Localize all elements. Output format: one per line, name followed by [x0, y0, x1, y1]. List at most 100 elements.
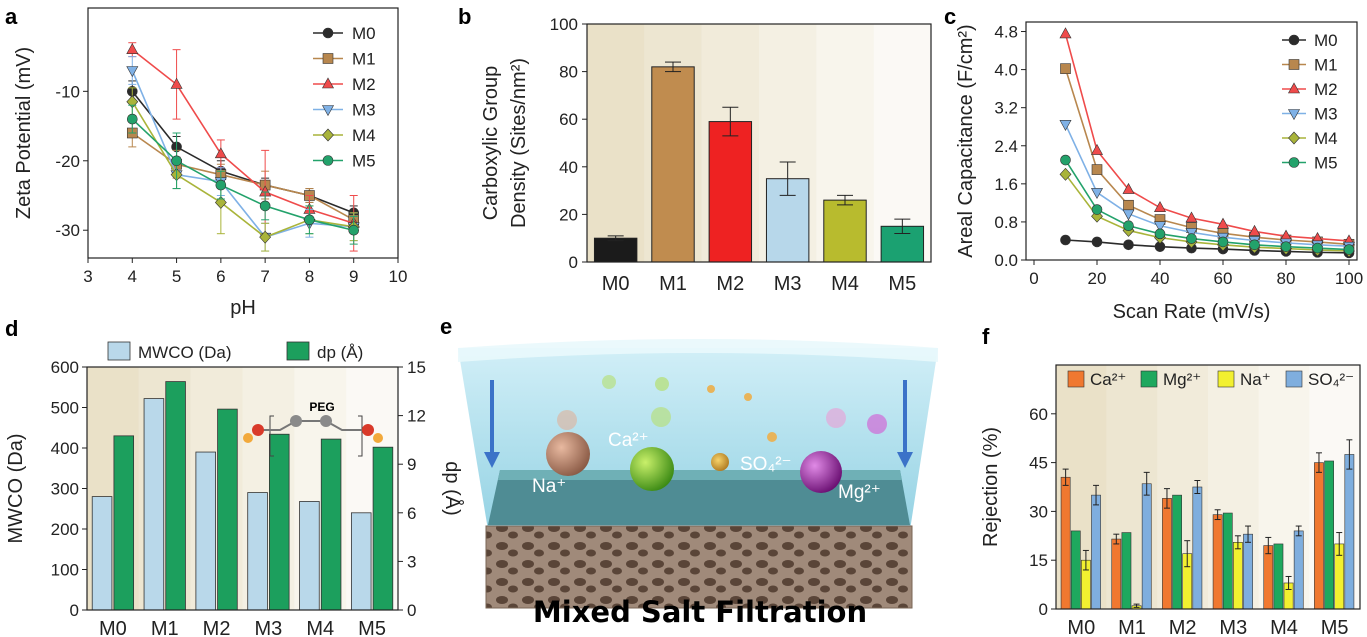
hydrogen-atom — [243, 433, 253, 443]
y-tick-label: 200 — [51, 520, 79, 539]
legend-label: M0 — [352, 24, 376, 43]
data-point-M5 — [348, 224, 360, 236]
series-line-M1 — [1064, 68, 1350, 246]
x-tick-label: 10 — [389, 267, 408, 286]
x-tick-label: M0 — [602, 273, 630, 295]
bar-mwco-M1 — [143, 398, 165, 611]
legend-swatch — [1217, 370, 1235, 388]
mg-ion-sphere — [800, 451, 842, 493]
bar-mwco-M4 — [299, 501, 320, 611]
peg-label: PEG — [309, 400, 334, 414]
data-point-M2 — [1185, 211, 1198, 223]
y-tick-label: 0 — [70, 601, 79, 620]
y-tick-label: 300 — [51, 480, 79, 499]
y-tick-label: 0 — [569, 253, 578, 272]
y-tick-label: 45 — [1029, 454, 1048, 473]
legend-label: M2 — [352, 75, 376, 94]
bar-M4-0 — [1263, 545, 1274, 610]
ion-bubble — [557, 410, 577, 430]
data-point-M5 — [1091, 204, 1103, 215]
legend-marker — [1288, 131, 1300, 145]
data-point-M0 — [1123, 239, 1134, 251]
y2-tick-label: 3 — [407, 552, 416, 571]
data-point-M3 — [1090, 188, 1104, 200]
y-axis-label: Zeta Potential (mV) — [13, 47, 35, 219]
data-point-M1 — [1060, 63, 1071, 74]
bar-M1-3 — [1141, 483, 1152, 610]
data-point-M5 — [126, 113, 138, 125]
bar-M3-2 — [1233, 542, 1243, 610]
bar-M3-3 — [1243, 533, 1253, 610]
data-point-M3 — [1059, 120, 1072, 131]
x-tick-label: M5 — [888, 273, 916, 295]
category-band — [587, 24, 645, 262]
legend-marker — [322, 128, 334, 142]
na-ion-sphere — [546, 432, 590, 476]
y-tick-label: 1.6 — [994, 175, 1018, 194]
x-tick-label: 6 — [216, 267, 225, 286]
x-tick-label: M4 — [1270, 617, 1298, 637]
legend-label: M2 — [1314, 80, 1338, 99]
carbon-atom — [290, 415, 302, 427]
y-axis-label: Rejection (%) — [980, 427, 1002, 547]
data-point-M2 — [126, 43, 139, 54]
ion-label-na: Na⁺ — [532, 476, 566, 497]
legend-marker — [1288, 157, 1300, 168]
panel-label-e: e — [440, 314, 452, 339]
y2-axis-label: dp (Å) — [441, 461, 464, 515]
ion-bubble — [651, 407, 671, 427]
legend-marker — [1287, 82, 1301, 94]
y-tick-label: 4.0 — [994, 61, 1018, 80]
bar-mwco-M5 — [350, 512, 372, 611]
x-tick-label: M1 — [659, 273, 687, 295]
bracket-right — [358, 415, 363, 457]
legend-label: MWCO (Da) — [138, 343, 231, 362]
panel-label-c: c — [944, 4, 956, 29]
x-tick-label: M3 — [1219, 617, 1247, 637]
legend-swatch — [107, 341, 131, 361]
flow-arrowhead-right — [897, 452, 913, 468]
legend-marker — [322, 53, 334, 64]
panel-label-b: b — [458, 4, 471, 29]
bar-M5-0 — [1314, 462, 1324, 610]
y2-tick-label: 12 — [407, 407, 426, 426]
ion-bubble — [826, 408, 846, 428]
bar-dp-M5 — [372, 446, 394, 611]
data-point-M4 — [1059, 167, 1072, 181]
legend-label: SO₄²⁻ — [1308, 370, 1354, 389]
y-tick-label: -10 — [55, 82, 80, 101]
y-tick-label: 40 — [559, 158, 578, 177]
series-line-M5 — [131, 118, 354, 232]
y-tick-label: 3.2 — [994, 99, 1018, 118]
series-line-M5 — [1064, 159, 1350, 251]
panel-c-capacitance-chart: 0 20 40 60 80 100 0.0 0.8 1.6 2.4 3.2 4.0 4.8 Scan Ra… — [955, 21, 1363, 323]
y-tick-label: 30 — [1029, 502, 1048, 521]
data-point-M1 — [1123, 199, 1134, 211]
y-tick-label: 15 — [1029, 551, 1048, 570]
series-line-M2 — [1064, 33, 1350, 242]
bar-M5-1 — [1324, 460, 1334, 610]
y-axis-label: Areal Capacitance (F/cm²) — [955, 24, 977, 257]
panel-f-rejection-chart: M0 M1 M2 M3 M4 M5 0 15 30 45 60 Rejection (%) Ca²⁺ Mg… — [980, 364, 1361, 637]
data-point-M0 — [1060, 234, 1071, 246]
x-tick-label: M3 — [255, 618, 283, 637]
legend-label: M4 — [1314, 129, 1338, 148]
legend-swatch — [1067, 370, 1085, 388]
y-tick-label: 600 — [51, 358, 79, 377]
data-point-M5 — [1060, 154, 1071, 166]
y-axis-label-line2: Density (Sites/nm²) — [508, 58, 530, 228]
panel-b-carboxylic-chart: M0 M1 M2 M3 M4 M5 0 20 40 60 80 100 Carboxylic Group… — [480, 15, 932, 295]
legend-marker — [1288, 59, 1300, 70]
x-tick-label: 8 — [305, 267, 314, 286]
oxygen-atom — [362, 424, 374, 436]
carbon-atom — [320, 415, 332, 427]
legend-label: M4 — [352, 126, 376, 145]
series-line-M4 — [1064, 173, 1350, 252]
x-tick-label: M0 — [99, 618, 127, 637]
bar-M4-3 — [1293, 530, 1304, 610]
legend-swatch — [1140, 370, 1158, 388]
data-point-M3 — [1153, 221, 1167, 233]
x-tick-label: 3 — [83, 267, 92, 286]
support-layer — [485, 525, 913, 609]
